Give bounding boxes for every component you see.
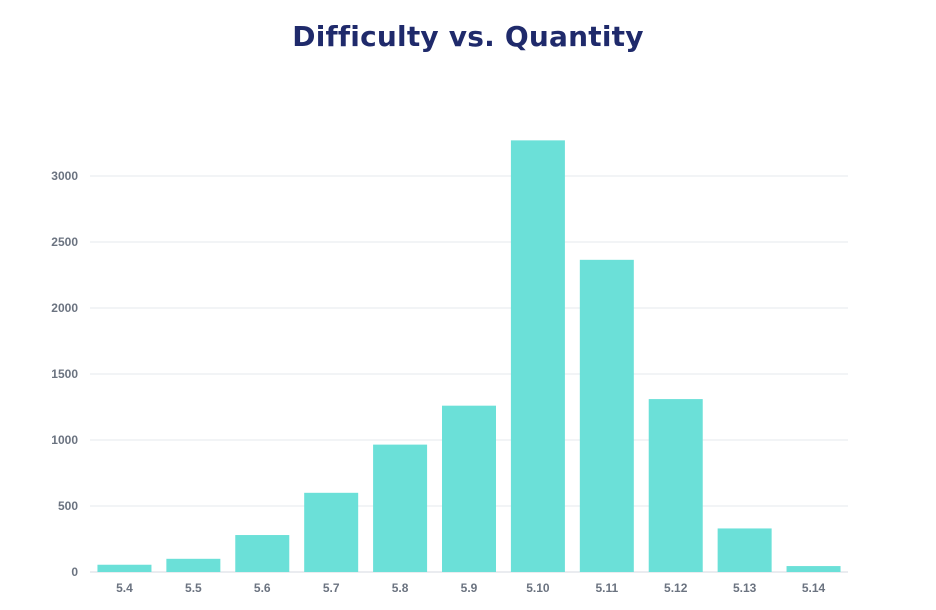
bar-5-7 <box>304 492 359 572</box>
y-tick-label: 500 <box>58 499 78 513</box>
bar-5-10 <box>510 140 565 573</box>
x-tick-label: 5.10 <box>526 581 550 595</box>
x-tick-label: 5.13 <box>733 581 757 595</box>
bar-5-6 <box>235 535 290 572</box>
x-tick-label: 5.4 <box>116 581 133 595</box>
bar-5-8 <box>373 444 428 572</box>
x-tick-label: 5.6 <box>254 581 271 595</box>
y-tick-label: 3000 <box>51 169 78 183</box>
y-tick-label: 1500 <box>51 367 78 381</box>
x-tick-label: 5.8 <box>392 581 409 595</box>
x-tick-label: 5.5 <box>185 581 202 595</box>
y-tick-label: 2500 <box>51 235 78 249</box>
chart-title: Difficulty vs. Quantity <box>292 20 644 53</box>
y-tick-label: 2000 <box>51 301 78 315</box>
x-tick-label: 5.12 <box>664 581 688 595</box>
x-tick-label: 5.14 <box>802 581 826 595</box>
bar-5-14 <box>786 566 841 572</box>
x-tick-label: 5.9 <box>461 581 478 595</box>
x-tick-label: 5.11 <box>595 581 618 595</box>
y-tick-label: 1000 <box>51 433 78 447</box>
y-axis-ticks: 0 500 1000 1500 2000 2500 3000 <box>51 169 78 579</box>
x-axis-ticks: 5.4 5.5 5.6 5.7 5.8 5.9 5.10 5.11 5.12 5.13 5.14 <box>116 581 825 595</box>
bar-5-12 <box>648 399 703 572</box>
bar-5-9 <box>442 405 496 572</box>
bars <box>97 140 841 573</box>
y-tick-label: 0 <box>71 565 78 579</box>
bar-5-13 <box>717 528 772 572</box>
x-tick-label: 5.7 <box>323 581 340 595</box>
bar-5-11 <box>579 259 634 572</box>
bar-5-4 <box>97 564 152 572</box>
bar-5-5 <box>166 558 221 572</box>
